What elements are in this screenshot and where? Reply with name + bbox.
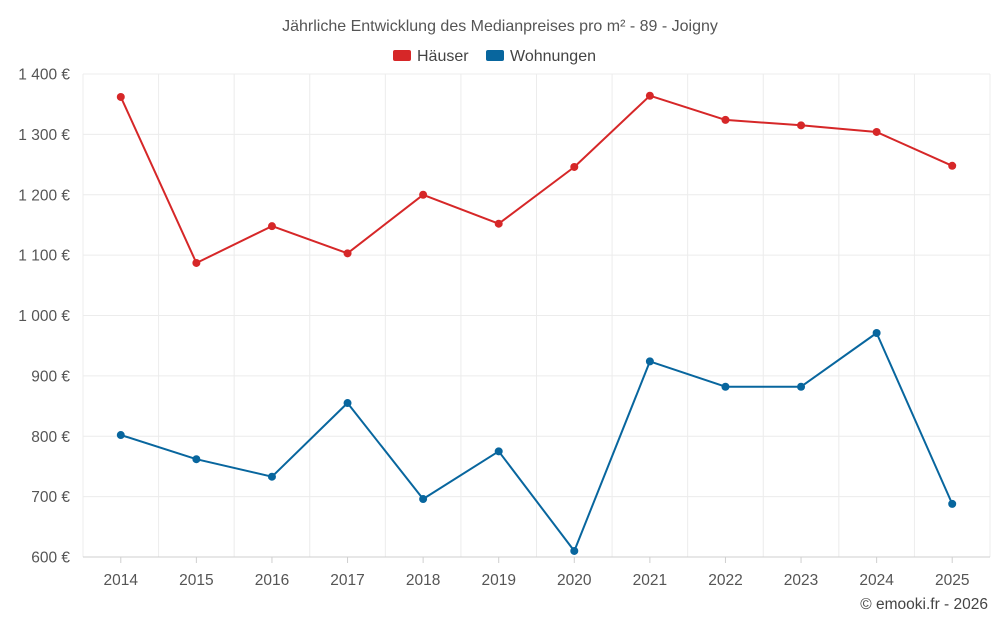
data-point-haeuser[interactable]: [570, 162, 579, 171]
x-tick-label: 2025: [935, 572, 969, 589]
data-point-haeuser[interactable]: [116, 92, 125, 101]
x-axis: 2014 2015 2016 2017 2018 2019 2020 2021 2022 2023…: [83, 556, 990, 589]
legend: Häuser Wohnungen: [393, 48, 596, 65]
x-tick-label: 2024: [859, 572, 894, 589]
legend-swatch-haeuser: [393, 50, 411, 61]
y-axis: 600 € 700 € 800 € 900 € 1 000 € 1 100 € 1 200 …: [18, 67, 70, 567]
y-tick-label: 800 €: [31, 429, 70, 446]
x-tick-label: 2017: [330, 572, 364, 589]
data-point-wohnungen[interactable]: [721, 382, 730, 391]
x-tick-label: 2018: [406, 572, 440, 589]
x-tick-label: 2020: [557, 572, 592, 589]
series-wohnungen: [116, 329, 957, 555]
data-point-haeuser[interactable]: [267, 222, 276, 231]
y-tick-label: 1 400 €: [18, 67, 70, 84]
legend-swatch-wohnungen: [486, 50, 504, 61]
data-point-wohnungen[interactable]: [570, 546, 579, 555]
data-point-haeuser[interactable]: [419, 190, 428, 199]
legend-label-wohnungen: Wohnungen: [510, 48, 596, 65]
data-point-haeuser[interactable]: [721, 115, 730, 124]
x-tick-label: 2022: [708, 572, 742, 589]
data-point-wohnungen[interactable]: [645, 357, 654, 366]
series-line-wohnungen: [120, 332, 954, 552]
y-tick-label: 900 €: [31, 368, 70, 385]
y-tick-label: 1 100 €: [18, 248, 70, 265]
x-tick-label: 2019: [481, 572, 515, 589]
credit-text: © emooki.fr - 2026: [860, 596, 988, 613]
y-tick-label: 1 000 €: [18, 308, 70, 325]
y-tick-label: 1 300 €: [18, 127, 70, 144]
data-point-wohnungen[interactable]: [116, 431, 125, 440]
data-point-wohnungen[interactable]: [948, 499, 957, 508]
data-point-haeuser[interactable]: [872, 127, 881, 136]
x-tick-label: 2023: [784, 572, 818, 589]
series-haeuser: [116, 91, 957, 267]
data-point-haeuser[interactable]: [343, 249, 352, 258]
x-tick-label: 2015: [179, 572, 213, 589]
data-point-haeuser[interactable]: [645, 91, 654, 100]
legend-item-wohnungen[interactable]: Wohnungen: [486, 48, 596, 65]
grid: [82, 73, 991, 558]
data-point-haeuser[interactable]: [494, 219, 503, 228]
y-tick-label: 700 €: [31, 489, 70, 506]
data-point-wohnungen[interactable]: [267, 472, 276, 481]
data-point-haeuser[interactable]: [797, 121, 806, 130]
data-point-wohnungen[interactable]: [494, 447, 503, 456]
data-point-wohnungen[interactable]: [343, 399, 352, 408]
data-point-haeuser[interactable]: [192, 258, 201, 267]
legend-item-haeuser[interactable]: Häuser: [393, 48, 469, 65]
legend-label-haeuser: Häuser: [417, 48, 469, 65]
data-point-wohnungen[interactable]: [192, 455, 201, 464]
data-point-haeuser[interactable]: [948, 161, 957, 170]
series-line-haeuser: [119, 94, 953, 264]
data-point-wohnungen[interactable]: [797, 382, 806, 391]
y-tick-label: 1 200 €: [18, 187, 70, 204]
data-point-wohnungen[interactable]: [419, 495, 428, 504]
chart-title: Jährliche Entwicklung des Medianpreises …: [282, 18, 718, 35]
x-tick-label: 2014: [104, 572, 139, 589]
x-tick-label: 2021: [633, 572, 667, 589]
data-point-wohnungen[interactable]: [872, 329, 881, 338]
series: [116, 91, 957, 555]
x-tick-label: 2016: [255, 572, 289, 589]
y-tick-label: 600 €: [31, 550, 70, 567]
